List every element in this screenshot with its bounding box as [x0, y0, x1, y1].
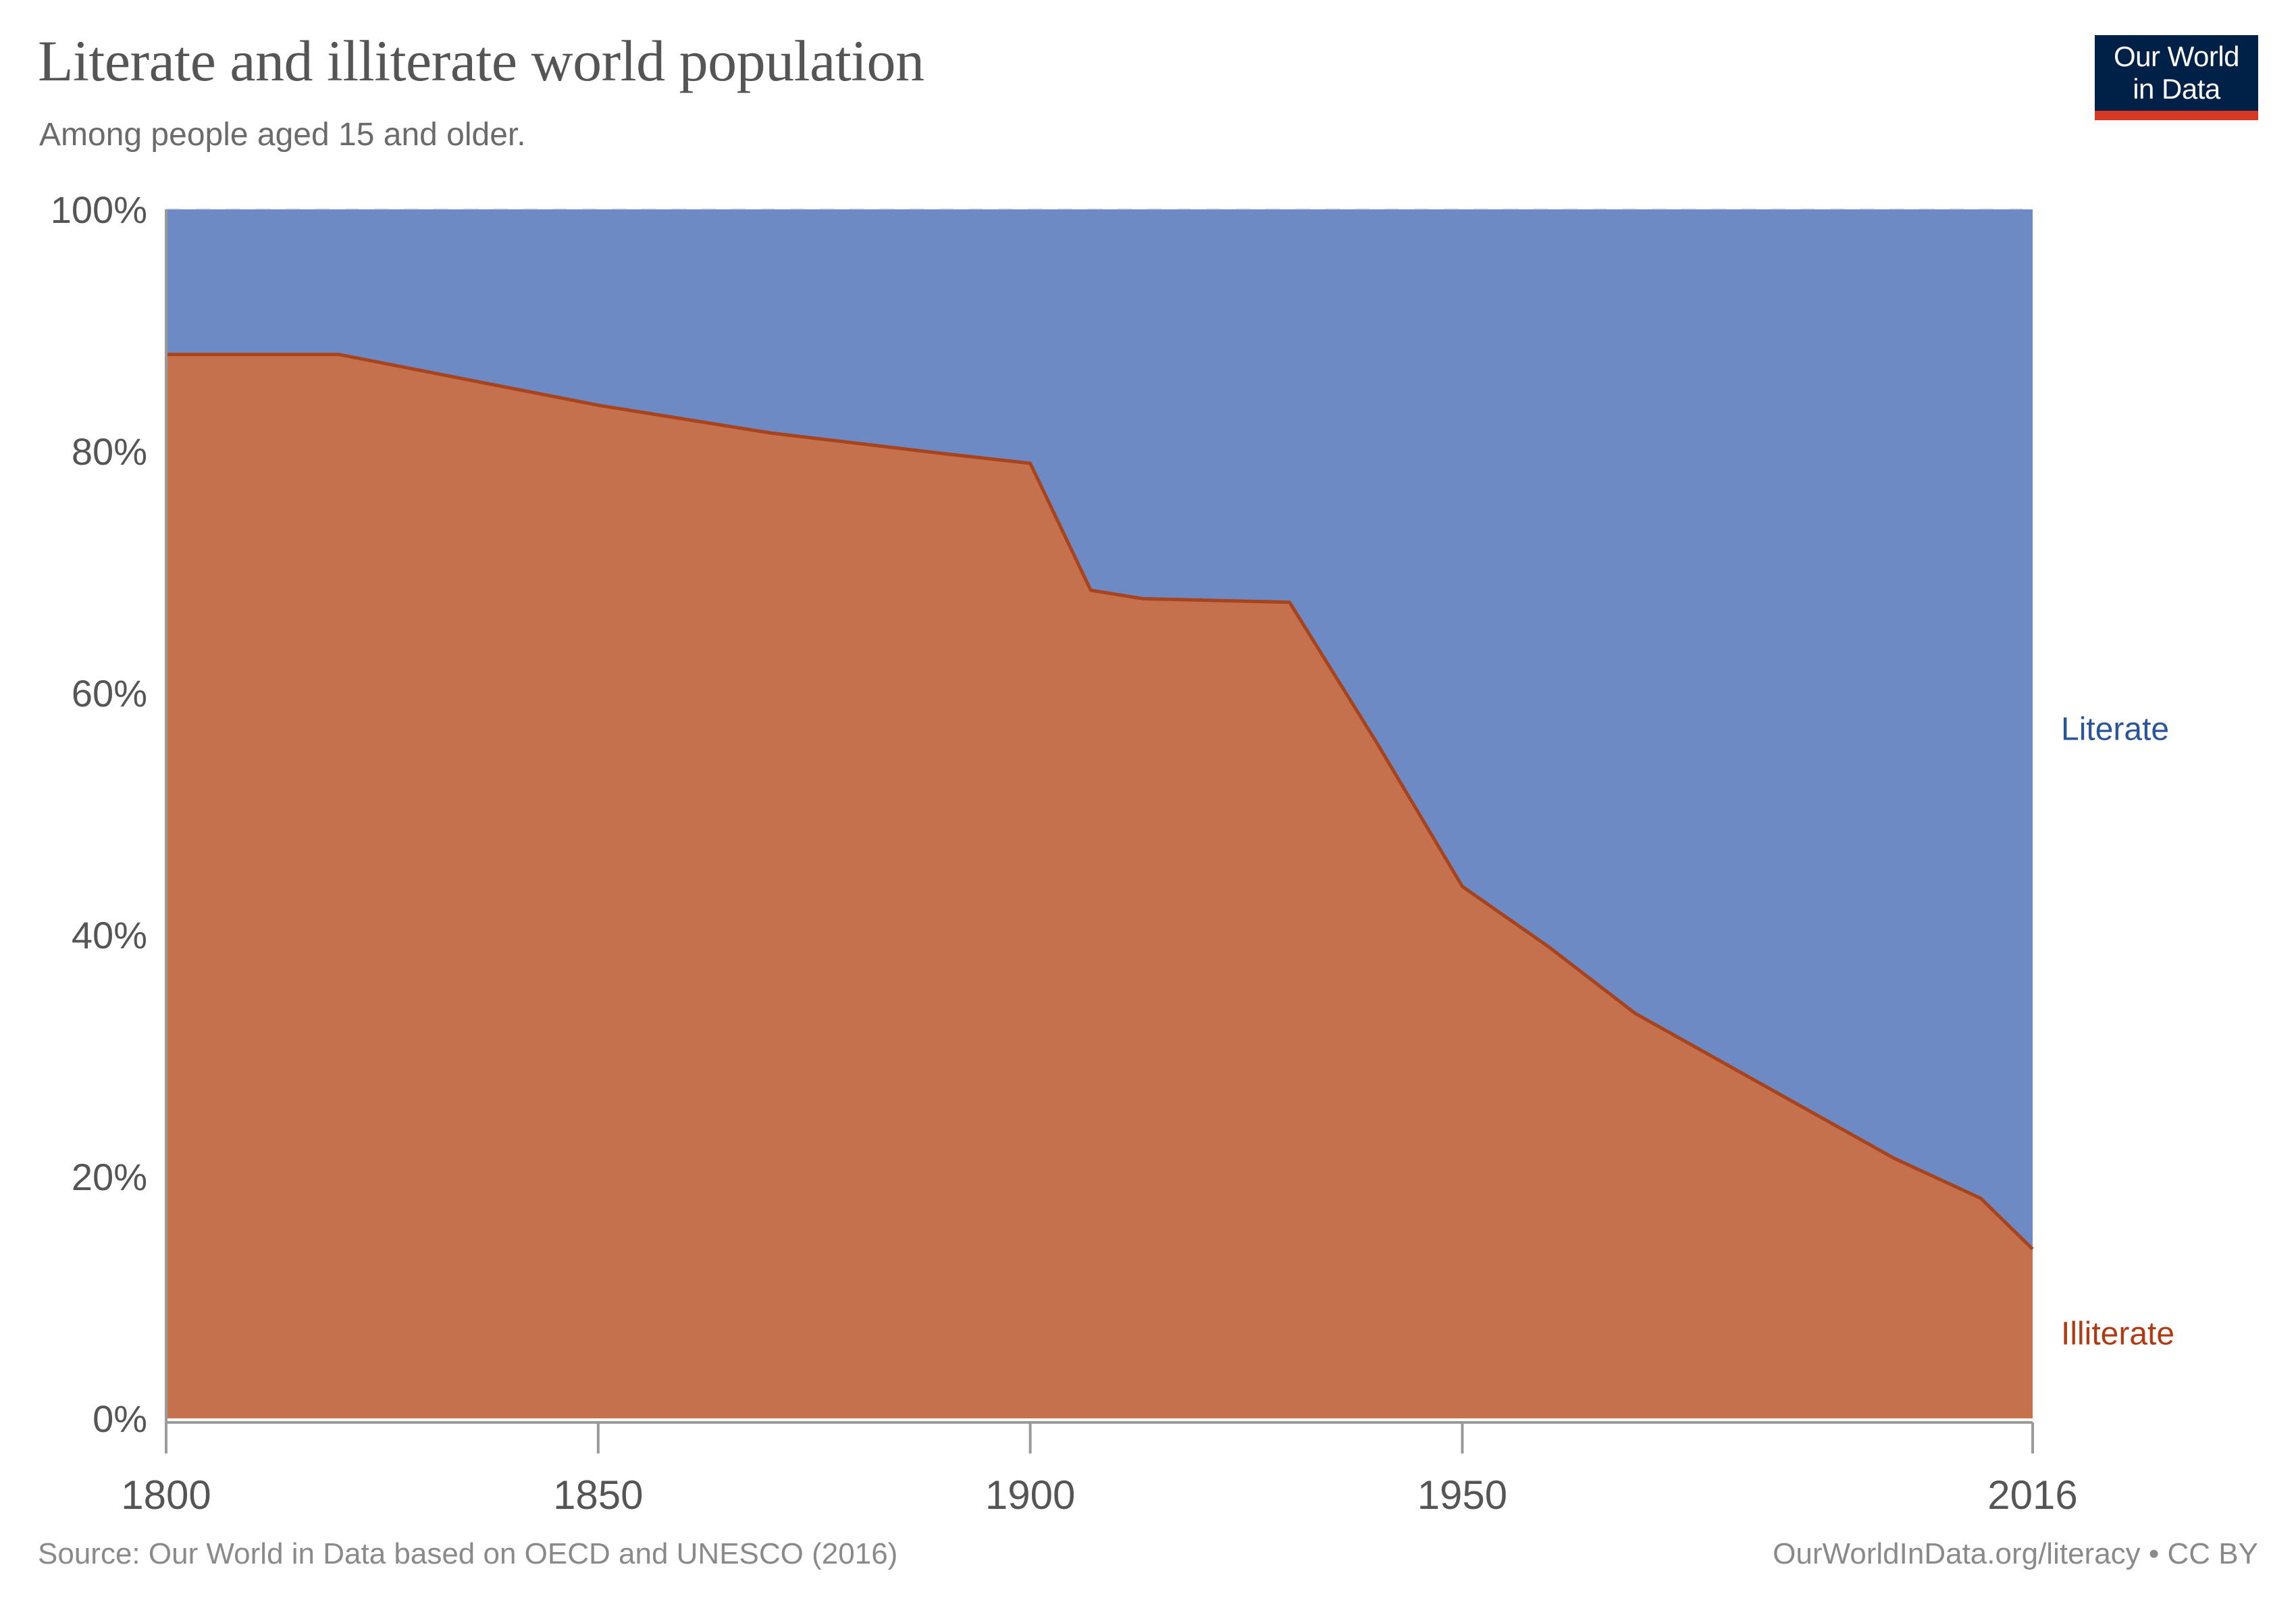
series-inline-labels: Literate Illiterate	[2061, 712, 2174, 1352]
x-axis-tick-labels: 1800 1850 1900 1950 2016	[121, 1472, 2077, 1518]
license-note[interactable]: OurWorldInData.org/literacy • CC BY	[1773, 1537, 2258, 1570]
source-note: Source: Our World in Data based on OECD …	[38, 1537, 898, 1570]
area-series-group[interactable]	[166, 209, 2034, 1418]
x-tick-label-1950: 1950	[1417, 1472, 1507, 1518]
logo-line-2: in Data	[2133, 73, 2220, 105]
axis-lines	[165, 209, 2033, 1453]
page-title: Literate and illiterate world population	[38, 28, 924, 93]
x-tick-label-1800: 1800	[121, 1472, 211, 1518]
series-label-literate[interactable]: Literate	[2061, 712, 2169, 748]
y-tick-label-100: 100%	[51, 188, 147, 231]
chart-footer: Source: Our World in Data based on OECD …	[0, 1520, 2296, 1621]
x-axis-ticks	[165, 1422, 2034, 1453]
y-tick-label-0: 0%	[93, 1397, 147, 1440]
series-label-illiterate[interactable]: Illiterate	[2061, 1316, 2174, 1352]
y-tick-label-40: 40%	[72, 914, 147, 956]
our-world-in-data-logo[interactable]: Our World in Data	[2095, 35, 2258, 120]
y-axis-tick-labels: 0% 20% 40% 60% 80% 100%	[51, 188, 147, 1440]
logo-line-1: Our World	[2113, 41, 2240, 72]
x-tick-label-2016: 2016	[1987, 1472, 2077, 1518]
logo-red-bar	[2095, 111, 2258, 120]
chart-header: Literate and illiterate world population…	[0, 0, 2296, 176]
y-tick-label-80: 80%	[72, 430, 147, 473]
y-tick-label-60: 60%	[72, 672, 147, 715]
chart-subtitle: Among people aged 15 and older.	[39, 117, 526, 153]
area-illiterate[interactable]	[166, 354, 2033, 1418]
x-tick-label-1850: 1850	[553, 1472, 643, 1518]
x-tick-label-1900: 1900	[985, 1472, 1075, 1518]
series-boundary-line	[166, 353, 2034, 1251]
y-tick-label-20: 20%	[72, 1156, 147, 1198]
logo-background	[2095, 35, 2258, 111]
